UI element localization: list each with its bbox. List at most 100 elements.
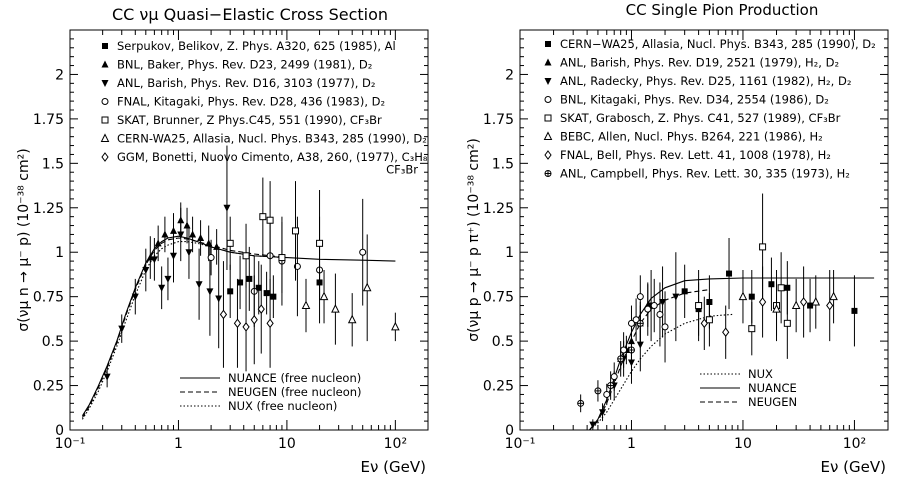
data-point: [748, 293, 755, 300]
legend-entry: SKAT, Brunner, Z Phys.C45, 551 (1990), C…: [117, 113, 382, 127]
data-point: [103, 373, 111, 381]
chart-panel-2: 0 0.25 0.5 0.75 1 1.25 1.5 1.75 2 10⁻¹ 1 10 10² CC Si…: [466, 1, 889, 476]
data-point: [154, 239, 162, 247]
legend-line-label: NEUGEN (free nucleon): [228, 385, 362, 399]
legend-marker: [544, 58, 552, 66]
data-point: [270, 293, 277, 300]
series-diamond-open: [219, 261, 274, 372]
data-point: [391, 321, 400, 331]
data-point: [219, 309, 228, 320]
y-tick-label: 1: [55, 245, 64, 261]
data-point: [183, 221, 191, 229]
legend-entry: GGM, Bonetti, Nuovo Cimento, A38, 260, (…: [117, 150, 428, 164]
legend-entry: FNAL, Kitagaki, Phys. Rev. D28, 436 (198…: [117, 95, 385, 109]
data-point: [316, 239, 324, 247]
data-point: [242, 252, 250, 260]
data-point: [207, 254, 215, 262]
series-square-open: [226, 177, 324, 297]
series-square-filled: [681, 238, 858, 347]
x-axis-label: Eν (GeV): [361, 458, 426, 476]
x-tick-label: 10: [278, 436, 296, 452]
legend-marker: [544, 96, 552, 103]
legend-entry: FNAL, Bell, Phys. Rev. Lett. 41, 1008 (1…: [560, 148, 831, 162]
data-point: [636, 293, 644, 301]
legend-entry: CERN−WA25, Allasia, Nucl. Phys. B343, 28…: [560, 37, 876, 51]
y-tick-label: 1.5: [492, 156, 514, 172]
legend-entry: SKAT, Grabosch, Z. Phys. C41, 527 (1989)…: [560, 111, 841, 125]
y-tick-label: 2: [55, 67, 64, 83]
legend-entry: ANL, Barish, Phys. Rev. D16, 3103 (1977)…: [117, 76, 375, 90]
curve-solid: [81, 235, 396, 417]
legend-line-label: NUANCE: [748, 381, 797, 395]
x-tick-label: 10²: [384, 436, 407, 452]
y-tick-label: 0.75: [483, 290, 514, 306]
legend-marker: [543, 131, 553, 140]
data-point: [150, 256, 158, 264]
data-point: [359, 248, 367, 256]
legend-marker: [101, 116, 109, 124]
x-tick-label: 10: [734, 436, 752, 452]
legend-line-label: NUX: [748, 367, 773, 381]
y-tick-label: 2: [505, 67, 514, 83]
x-tick-label: 10⁻¹: [505, 436, 536, 452]
series-triangle-up-open: [301, 234, 400, 347]
data-point: [700, 318, 708, 329]
data-point: [233, 318, 242, 329]
chart-panel-1: 0 0.25 0.5 0.75 1 1.25 1.5 1.75 2 10⁻¹ 1 10 10² CC νμ…: [16, 5, 429, 476]
data-point: [215, 295, 223, 303]
legend-entry: BEBC, Allen, Nucl. Phys. B264, 221 (1986…: [560, 130, 823, 144]
data-point: [636, 341, 644, 349]
data-point: [589, 421, 597, 429]
legend-line-label: NEUGEN: [748, 395, 797, 409]
legend-marker: [544, 114, 552, 122]
curve-solid: [589, 277, 875, 431]
data-point: [656, 310, 664, 318]
data-point: [242, 322, 250, 332]
x-tick-label: 10⁻¹: [55, 436, 86, 452]
data-point: [206, 288, 214, 296]
legend-marker: [102, 43, 108, 49]
data-point: [650, 302, 658, 310]
legend-entry: ANL, Campbell, Phys. Rev. Lett. 30, 335 …: [560, 167, 850, 181]
legend-marker: [545, 41, 551, 47]
legend-marker: [544, 150, 552, 160]
data-point: [266, 318, 274, 329]
data-point: [195, 281, 203, 289]
data-point: [791, 300, 801, 310]
series-cross-circle: [577, 302, 644, 413]
data-point: [783, 319, 791, 327]
data-point: [226, 239, 234, 247]
legend-marker: [101, 98, 109, 105]
data-point: [301, 300, 311, 310]
series-circle-open: [603, 275, 669, 406]
data-point: [227, 288, 234, 295]
x-tick-label: 1: [627, 436, 636, 452]
x-tick-label: 1: [174, 436, 183, 452]
data-point: [659, 299, 667, 306]
y-tick-label: 1.75: [483, 112, 514, 128]
data-point: [672, 293, 680, 301]
data-point: [266, 216, 274, 224]
x-axis-label: Eν (GeV): [821, 458, 886, 476]
data-point: [189, 230, 197, 238]
data-point: [223, 204, 231, 212]
data-point: [161, 230, 169, 238]
series-triangle-down-filled: [103, 145, 231, 388]
legend-line-label: NUANCE (free nucleon): [228, 371, 361, 385]
data-point: [158, 284, 166, 292]
legend-entry: ANL, Radecky, Phys. Rev. D25, 1161 (1982…: [560, 74, 851, 88]
data-point: [705, 316, 713, 324]
data-point: [807, 302, 814, 309]
y-tick-label: 0: [505, 423, 514, 439]
data-point: [362, 282, 372, 292]
series-triangle-up-filled: [146, 202, 221, 279]
y-tick-label: 0.75: [33, 290, 64, 306]
data-point: [177, 231, 185, 239]
data-point: [250, 314, 258, 325]
chart-title: CC Single Pion Production: [626, 1, 819, 19]
data-point: [599, 409, 607, 417]
data-point: [777, 284, 785, 292]
data-point: [758, 297, 767, 307]
plot-frame: [519, 29, 889, 431]
data-point: [131, 293, 139, 301]
